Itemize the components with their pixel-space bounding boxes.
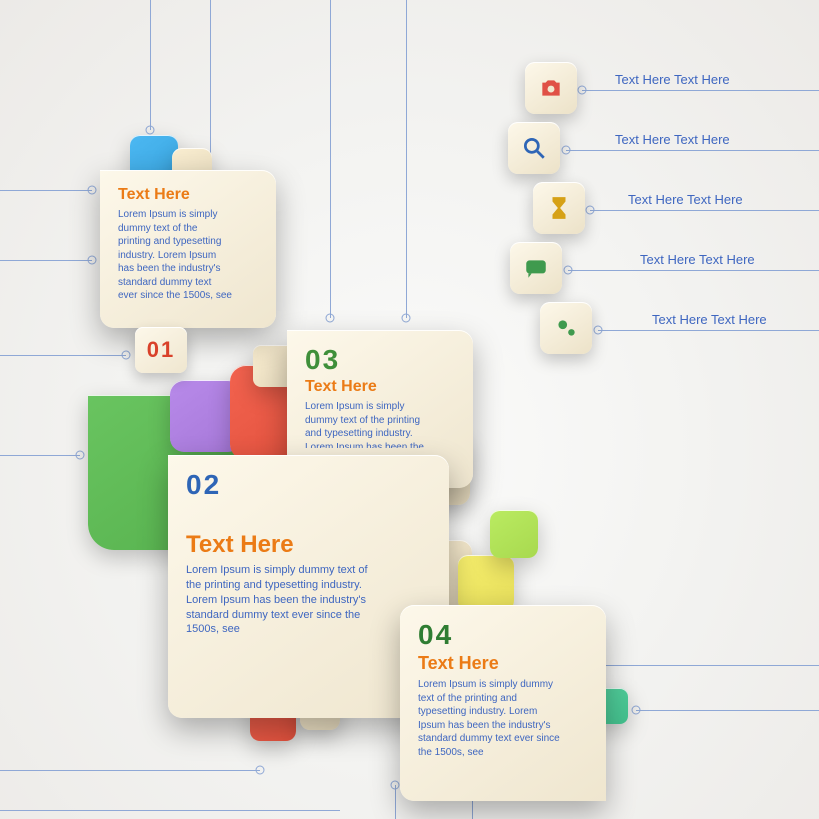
icon-label-3: Text Here Text Here xyxy=(640,252,755,267)
number-chip-01: 01 xyxy=(135,327,187,373)
card-4-title: Text Here xyxy=(418,653,588,674)
icon-label-0: Text Here Text Here xyxy=(615,72,730,87)
chat-icon xyxy=(523,255,549,281)
icon-label-2: Text Here Text Here xyxy=(628,192,743,207)
hourglass-icon xyxy=(546,195,572,221)
card-3-body: Lorem Ipsum is simply dummy text of the … xyxy=(305,400,430,448)
card-1-body: Lorem Ipsum is simply dummy text of the … xyxy=(118,208,233,303)
deco-tile xyxy=(458,555,514,611)
card-1: Text Here Lorem Ipsum is simply dummy te… xyxy=(100,170,276,328)
gears-icon-tile xyxy=(540,302,592,354)
search-icon xyxy=(521,135,547,161)
card-3-title: Text Here xyxy=(305,378,455,396)
card-2-body: Lorem Ipsum is simply dummy text of the … xyxy=(186,563,376,637)
hourglass-icon-tile xyxy=(533,182,585,234)
card-4: 04 Text Here Lorem Ipsum is simply dummy… xyxy=(400,605,606,801)
card-2-title: Text Here xyxy=(186,531,431,559)
card-4-number: 04 xyxy=(418,619,588,651)
icon-label-1: Text Here Text Here xyxy=(615,132,730,147)
deco-tile xyxy=(490,510,538,558)
card-1-title: Text Here xyxy=(118,186,258,204)
card-2-number: 02 xyxy=(186,469,431,501)
card-3-number: 03 xyxy=(305,344,455,376)
chat-icon-tile xyxy=(510,242,562,294)
search-icon-tile xyxy=(508,122,560,174)
gears-icon xyxy=(553,315,579,341)
icon-label-4: Text Here Text Here xyxy=(652,312,767,327)
camera-icon-tile xyxy=(525,62,577,114)
camera-icon xyxy=(538,75,564,101)
number-chip-01-value: 01 xyxy=(147,337,175,363)
card-4-body: Lorem Ipsum is simply dummy text of the … xyxy=(418,678,563,759)
infographic-stage: { "canvas":{"w":819,"h":819,"bg":"#f5f5f… xyxy=(0,0,819,819)
